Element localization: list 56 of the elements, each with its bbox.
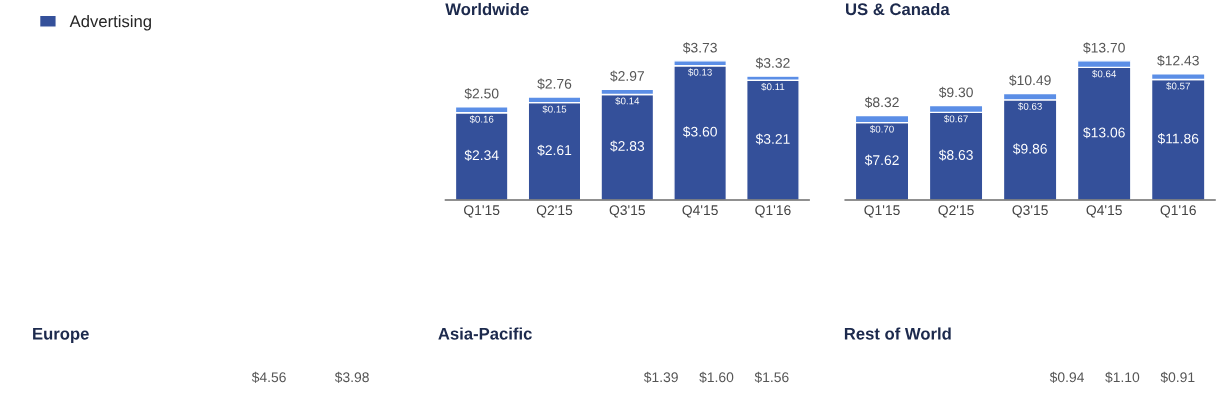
data-label: $9.86 [1012, 143, 1047, 155]
text: $1.56 [754, 371, 789, 383]
x-tick-label: Q1'15 [464, 205, 500, 218]
x-tick-label: Q2'15 [938, 205, 974, 218]
data-label: $0.13 [688, 68, 712, 77]
x-tick-label: Q4'15 [1086, 205, 1122, 218]
text: Asia-Pacific [438, 327, 532, 340]
text: Europe [33, 328, 89, 343]
data-label: $0.15 [542, 105, 567, 114]
data-label: $11.86 [1157, 133, 1199, 145]
x-tick-label: Q1'16 [755, 205, 791, 218]
text: Rest of World [844, 327, 951, 340]
total-label: $2.50 [464, 88, 499, 100]
text: $0.94 [1049, 371, 1084, 383]
data-label: $0.63 [1018, 102, 1042, 111]
text: $3.98 [334, 371, 369, 383]
data-label: $0.11 [761, 82, 785, 91]
text: $4.56 [251, 371, 286, 383]
total-label: $12.43 [1157, 55, 1199, 67]
legend-label: Advertising [69, 15, 151, 31]
data-label: $3.60 [682, 126, 717, 138]
total-label: $10.49 [1009, 74, 1051, 86]
total-label: $8.32 [864, 96, 899, 109]
x-tick-label: Q4'15 [682, 205, 718, 218]
total-label: $2.97 [610, 70, 644, 82]
data-label: $0.14 [615, 97, 640, 105]
data-label: $2.83 [610, 140, 645, 152]
total-label: $3.73 [682, 42, 717, 54]
total-label: $13.70 [1083, 42, 1125, 54]
x-tick-label: Q3'15 [1012, 205, 1048, 218]
data-label: $0.16 [469, 115, 494, 124]
data-label: $8.63 [938, 149, 973, 161]
data-label: $2.61 [537, 144, 572, 156]
data-label: $3.21 [755, 133, 790, 145]
x-tick-label: Q2'15 [536, 205, 573, 218]
bar [600, 93, 655, 200]
data-label: $0.57 [1166, 82, 1190, 91]
total-label: $9.30 [938, 86, 973, 99]
data-label: $0.70 [869, 125, 894, 134]
data-label: $2.34 [464, 149, 499, 161]
data-label: $13.06 [1083, 126, 1125, 139]
data-label: $0.64 [1092, 69, 1117, 78]
text: $1.10 [1105, 371, 1140, 383]
total-label: $3.32 [755, 57, 790, 69]
data-label: $7.62 [864, 154, 899, 166]
x-tick-label: Q1'15 [864, 205, 900, 218]
text: $1.39 [643, 371, 678, 383]
chart-title: Worldwide [445, 2, 529, 16]
x-tick-label: Q1'16 [1160, 205, 1196, 218]
data-label: $0.67 [944, 114, 968, 123]
text: $0.91 [1160, 371, 1195, 383]
text: $1.60 [699, 371, 734, 383]
chart-title: US & Canada [846, 2, 950, 16]
x-tick-label: Q3'15 [609, 205, 646, 218]
total-label: $2.76 [537, 78, 572, 90]
bar [746, 79, 800, 200]
